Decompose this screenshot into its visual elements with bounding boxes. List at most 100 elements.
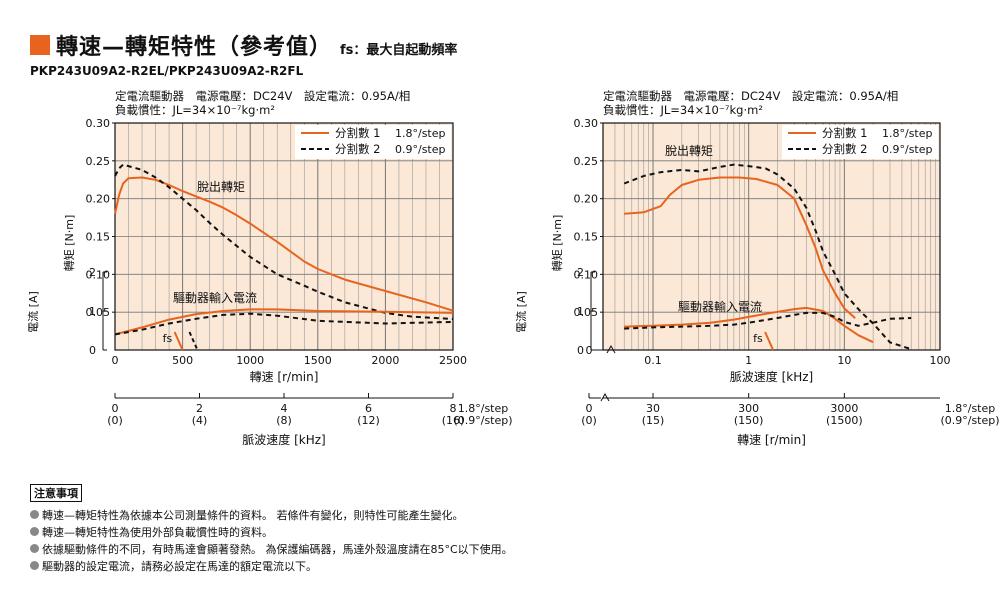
note-text: 轉速—轉矩特性為使用外部負載慣性時的資料。 <box>42 525 273 539</box>
note-item: 轉速—轉矩特性為使用外部負載慣性時的資料。 <box>30 523 513 540</box>
y-tick-label: 0.05 <box>86 306 111 319</box>
y-tick-label: 0.20 <box>574 193 599 206</box>
secondary-tick-label: (15) <box>642 414 665 427</box>
y-axis-label-torque: 轉矩 [N·m] <box>551 215 564 272</box>
torque-line-div2 <box>623 163 912 351</box>
secondary-axis-label: 轉速 [r/min] <box>737 433 806 447</box>
secondary-tick-label: 2 <box>196 402 203 415</box>
secondary-axis-label: 脈波速度 [kHz] <box>242 432 325 447</box>
torque-line-div1 <box>624 176 856 319</box>
x-tick-label: 1 <box>745 354 752 367</box>
legend-name: 分割數 2 <box>335 142 380 156</box>
x-tick-label: 500 <box>172 354 193 367</box>
secondary-tick-label: (0) <box>581 414 597 427</box>
notes-heading: 注意事項 <box>30 484 82 502</box>
current-tick-label: 0 <box>577 344 584 357</box>
secondary-unit-note: (0.9°/step) <box>453 414 512 427</box>
fs-label: fs <box>163 332 173 345</box>
title-bar: 轉速—轉矩特性（參考值） fs：最大自起動頻率 <box>30 30 457 60</box>
x-tick-label: 1000 <box>236 354 264 367</box>
model-number: PKP243U09A2-R2EL/PKP243U09A2-R2FL <box>30 64 304 78</box>
current-line-div1 <box>624 306 874 344</box>
x-tick-label: 0 <box>112 354 119 367</box>
x-axis-label: 脈波速度 [kHz] <box>730 369 813 384</box>
axis-break-mark <box>600 392 610 402</box>
fs-marker <box>764 331 775 351</box>
y-tick-label: 0.15 <box>86 231 111 244</box>
legend-name: 分割數 1 <box>822 126 867 140</box>
page-title: 轉速—轉矩特性（參考值） <box>56 35 333 60</box>
fs-marker <box>188 331 199 351</box>
x-tick-label: 0 <box>586 344 593 357</box>
y-tick-label: 0.25 <box>86 155 111 168</box>
current-line-div2 <box>624 311 912 330</box>
condition-line-1: 定電流驅動器 電源電壓：DC24V 設定電流：0.95A/相 <box>603 89 898 103</box>
fs-marker <box>173 331 184 351</box>
secondary-tick-label: (4) <box>192 414 208 427</box>
current-line-div2 <box>114 312 454 336</box>
y-tick-label: 0.30 <box>86 117 111 130</box>
secondary-tick-label: (8) <box>276 414 292 427</box>
secondary-tick-label: 4 <box>281 402 288 415</box>
secondary-tick-label: 6 <box>365 402 372 415</box>
secondary-tick-label: (1500) <box>826 414 863 427</box>
secondary-tick-label: 30 <box>646 402 660 415</box>
secondary-tick-label: (16) <box>442 414 465 427</box>
note-text: 依據驅動條件的不同，有時馬達會顯著發熱。 為保護編碼器，馬達外殼溫度請在85°C… <box>42 542 513 556</box>
secondary-unit-note: (0.9°/step) <box>940 414 999 427</box>
current-tick-label: 0 <box>89 344 96 357</box>
y-tick-label: 0.20 <box>86 193 111 206</box>
legend-box <box>295 125 451 159</box>
bullet-icon <box>30 561 39 570</box>
bullet-icon <box>30 527 39 536</box>
legend-step: 1.8°/step <box>395 127 446 140</box>
torque-line-div1 <box>114 176 454 312</box>
secondary-unit-note: 1.8°/step <box>458 402 509 415</box>
x-axis-label: 轉速 [r/min] <box>250 370 319 384</box>
fs-note: fs：最大自起動頻率 <box>340 42 458 58</box>
y-tick-label: 0.25 <box>574 155 599 168</box>
note-item: 轉速—轉矩特性為依據本公司測量條件的資料。 若條件有變化，則特性可能產生變化。 <box>30 506 513 523</box>
note-item: 依據驅動條件的不同，有時馬達會顯著發熱。 為保護編碼器，馬達外殼溫度請在85°C… <box>30 540 513 557</box>
x-tick-label: 2000 <box>371 354 399 367</box>
axis-break-mark <box>606 344 616 354</box>
current-tick-label: 1 <box>577 305 584 318</box>
legend-name: 分割數 2 <box>822 142 867 156</box>
current-tick-label: 2 <box>577 266 584 279</box>
current-tick-label: 1 <box>89 305 96 318</box>
secondary-tick-label: 300 <box>738 402 759 415</box>
x-tick-label: 2500 <box>439 354 467 367</box>
secondary-tick-label: 8 <box>450 402 457 415</box>
legend-step: 1.8°/step <box>882 127 933 140</box>
title-square-icon <box>30 35 50 55</box>
pullout-torque-label: 脫出轉矩 <box>665 143 713 158</box>
x-tick-label: 0.1 <box>644 354 662 367</box>
y-axis-label-torque: 轉矩 [N·m] <box>63 215 76 272</box>
note-item: 驅動器的設定電流，請務必設定在馬達的額定電流以下。 <box>30 557 513 574</box>
current-label: 驅動器輸入電流 <box>173 290 257 305</box>
condition-line-1: 定電流驅動器 電源電壓：DC24V 設定電流：0.95A/相 <box>115 89 410 103</box>
y-axis-label-current: 電流 [A] <box>514 291 528 333</box>
torque-line-div2 <box>114 163 454 320</box>
secondary-tick-label: 0 <box>112 402 119 415</box>
y-tick-label: 0.30 <box>574 117 599 130</box>
legend-step: 0.9°/step <box>882 143 933 156</box>
legend-box <box>782 125 938 159</box>
notes: 注意事項 轉速—轉矩特性為依據本公司測量條件的資料。 若條件有變化，則特性可能產… <box>30 484 513 574</box>
secondary-tick-label: 3000 <box>830 402 858 415</box>
current-line-div1 <box>114 308 454 336</box>
secondary-tick-label: (12) <box>357 414 380 427</box>
x-tick-label: 1500 <box>304 354 332 367</box>
bullet-icon <box>30 510 39 519</box>
legend-name: 分割數 1 <box>335 126 380 140</box>
secondary-tick-label: (150) <box>734 414 764 427</box>
x-tick-label: 100 <box>930 354 951 367</box>
condition-line-2: 負載慣性：JL=34×10⁻⁷kg·m² <box>115 103 275 117</box>
condition-line-2: 負載慣性：JL=34×10⁻⁷kg·m² <box>603 103 763 117</box>
current-tick-label: 2 <box>89 266 96 279</box>
fs-label: fs <box>753 332 763 345</box>
secondary-unit-note: 1.8°/step <box>945 402 996 415</box>
x-tick-label: 10 <box>837 354 851 367</box>
bullet-icon <box>30 544 39 553</box>
charts-canvas: 定電流驅動器 電源電壓：DC24V 設定電流：0.95A/相負載慣性：JL=34… <box>26 89 1000 447</box>
